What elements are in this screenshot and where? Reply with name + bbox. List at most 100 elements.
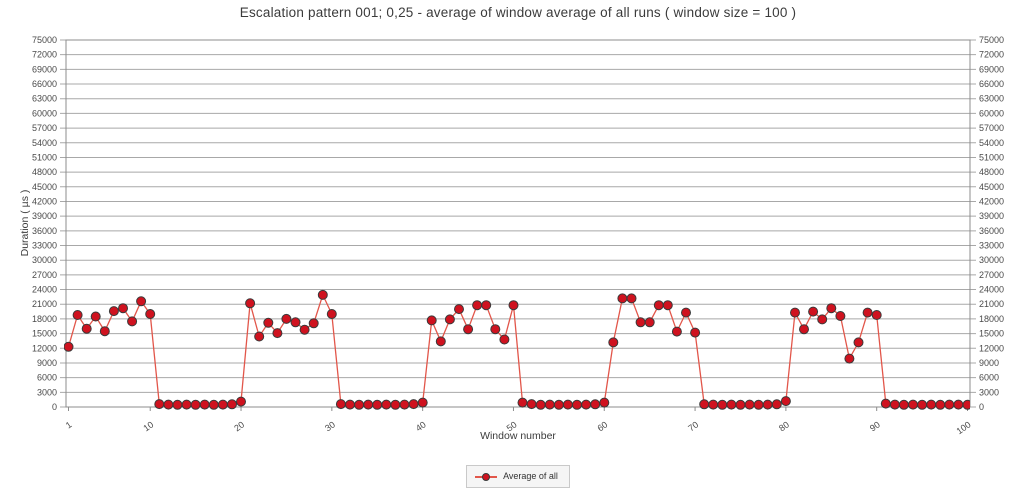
legend: Average of all [66,465,970,488]
data-point [354,399,365,410]
data-point [744,399,755,410]
data-point [726,399,737,410]
data-point [99,326,110,337]
data-point [662,300,673,311]
y-tick-label-right: 39000 [979,211,1004,221]
y-tick-label-left: 69000 [32,64,57,74]
y-tick-label-right: 27000 [979,270,1004,280]
data-point [690,327,701,338]
data-point [236,396,246,407]
y-tick-label-right: 18000 [979,314,1004,324]
x-tick-label: 50 [505,419,519,433]
y-tick-label-left: 72000 [32,50,57,60]
plot-border [65,39,971,408]
y-tick-label-left: 33000 [32,241,57,251]
data-point [272,328,283,339]
data-point [281,313,292,324]
y-tick-label-left: 27000 [32,270,57,280]
data-point [799,324,809,335]
y-tick-label-right: 12000 [979,343,1004,353]
y-tick-label-right: 24000 [979,285,1004,295]
y-tick-label-left: 57000 [32,123,57,133]
y-tick-label-left: 39000 [32,211,57,221]
data-point [862,307,873,318]
data-point [908,399,918,410]
data-point [871,310,882,320]
data-point [181,399,192,410]
x-tick-label: 90 [868,419,882,433]
data-point [190,399,201,410]
data-point [108,306,119,317]
y-tick-label-left: 45000 [32,182,57,192]
data-point [254,331,265,342]
data-point [699,399,710,410]
y-tick-label-left: 24000 [32,285,57,295]
y-tick-label-right: 57000 [979,123,1004,133]
y-tick-label-left: 12000 [32,343,57,353]
y-tick-label-left: 18000 [32,314,57,324]
data-point [553,399,564,410]
plot-svg: 0 0 3000 3000 6000 6000 9000 9000 12000 12000 1500… [32,35,1004,436]
data-point [435,336,446,347]
y-tick-label-right: 42000 [979,196,1004,206]
data-point [735,399,746,410]
y-tick-label-left: 63000 [32,94,57,104]
y-tick-label-left: 0 [52,402,57,412]
data-point [535,399,546,410]
x-tick-label: 10 [141,419,155,433]
data-point [417,397,428,408]
data-point [245,298,256,309]
data-point [127,316,138,327]
data-point [508,300,519,311]
data-point [90,311,101,322]
y-tick-label-right: 0 [979,402,984,412]
y-tick-label-right: 21000 [979,299,1004,309]
x-tick-label: 80 [777,419,791,433]
legend-series-marker-icon [475,472,498,482]
data-point [653,300,664,311]
data-point [753,399,764,410]
x-tick-label: 70 [686,419,700,433]
data-point [808,306,819,317]
y-tick-label-right: 48000 [979,167,1004,177]
data-point [826,303,837,314]
data-point [790,307,800,318]
data-point [399,399,410,410]
y-tick-label-right: 45000 [979,182,1004,192]
y-tick-label-left: 75000 [32,35,57,45]
y-tick-label-left: 15000 [32,329,57,339]
data-point [917,399,928,410]
data-point [308,318,319,329]
data-point [263,317,274,328]
chart-title: Escalation pattern 001; 0,25 - average o… [239,5,797,20]
y-tick-label-right: 60000 [979,108,1004,118]
data-point [463,324,474,335]
y-tick-label-left: 9000 [37,358,57,368]
data-point [408,399,419,410]
data-point [762,399,773,410]
y-tick-label-left: 54000 [32,138,57,148]
data-point [853,337,864,348]
data-point [708,399,719,410]
data-point [717,399,728,410]
data-point [154,399,165,410]
data-point [608,337,619,348]
y-tick-label-right: 15000 [979,329,1004,339]
y-tick-label-right: 30000 [979,255,1004,265]
data-point [635,317,646,328]
y-tick-label-left: 36000 [32,226,57,236]
data-point [935,399,946,410]
y-tick-label-right: 33000 [979,241,1004,251]
data-point [681,307,691,318]
data-point [581,399,592,410]
y-tick-label-right: 6000 [979,373,999,383]
data-point [444,314,455,325]
data-point [64,341,74,352]
data-point [926,399,937,410]
data-point [944,399,955,410]
y-tick-label-right: 72000 [979,50,1004,60]
x-tick-label: 40 [414,419,428,433]
data-point [345,399,355,410]
y-tick-label-left: 21000 [32,299,57,309]
y-axis-title: Duration ( µs ) [19,189,31,257]
